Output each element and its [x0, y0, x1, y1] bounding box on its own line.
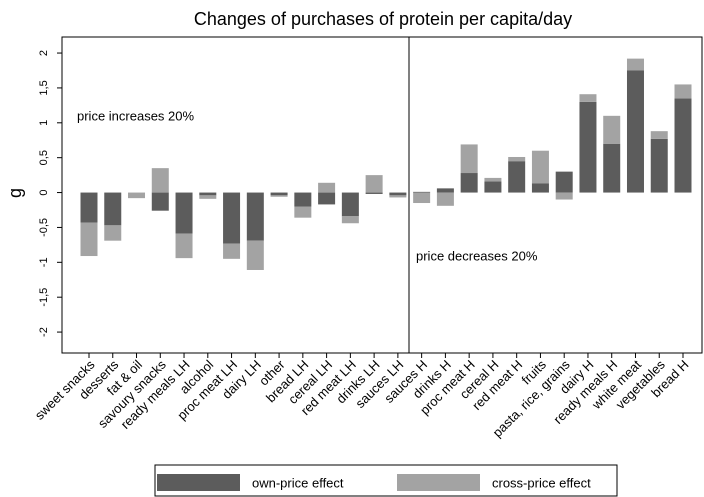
bar [460, 144, 478, 174]
bar [175, 233, 193, 259]
annotation: price increases 20% [77, 108, 194, 123]
bar [223, 243, 241, 259]
bar [80, 192, 98, 223]
bar [579, 101, 597, 193]
legend-swatch [157, 474, 240, 491]
bar [341, 216, 359, 224]
bar [151, 192, 169, 211]
bar [365, 175, 383, 193]
plot-frame [61, 36, 703, 354]
bar [389, 195, 407, 198]
bar [151, 168, 169, 193]
y-tick-label: -1,5 [38, 288, 50, 307]
bar [294, 206, 312, 218]
legend-box [154, 464, 618, 497]
legend-label: own-price effect [252, 475, 344, 490]
bar [365, 192, 383, 194]
bar [104, 225, 122, 241]
y-tick-label: 2 [38, 50, 50, 56]
y-axis-label: g [5, 188, 25, 198]
bar [270, 195, 288, 197]
y-tick-label: -0,5 [38, 218, 50, 237]
bar [413, 191, 431, 193]
bar [246, 240, 264, 270]
annotation: price decreases 20% [416, 248, 538, 263]
bar [484, 177, 502, 182]
bar [199, 192, 217, 196]
bar [531, 150, 549, 184]
bar [508, 161, 526, 193]
bar [460, 173, 478, 193]
bar [603, 115, 621, 144]
bar [318, 192, 336, 205]
legend-label: cross-price effect [492, 475, 591, 490]
bar [555, 192, 573, 200]
legend-swatch [397, 474, 480, 491]
bar [626, 70, 644, 193]
y-tick-label: -1 [38, 257, 50, 267]
bar [674, 84, 692, 99]
bar [650, 131, 668, 139]
chart-title: Changes of purchases of protein per capi… [194, 9, 572, 29]
bar [341, 192, 359, 217]
bar [223, 192, 241, 244]
bar [579, 94, 597, 102]
bar [436, 192, 454, 206]
bar [80, 222, 98, 257]
bar [603, 143, 621, 193]
bar [436, 188, 454, 193]
bar [650, 138, 668, 193]
bar [175, 192, 193, 234]
y-tick-label: 0 [38, 189, 50, 195]
bar [626, 58, 644, 71]
y-tick-label: 1,5 [38, 80, 50, 95]
y-tick-label: 0,5 [38, 150, 50, 165]
bar [199, 195, 217, 199]
bar [318, 182, 336, 193]
y-tick-label: -2 [38, 327, 50, 337]
bar [246, 192, 264, 241]
bar [508, 156, 526, 162]
bar [104, 192, 122, 226]
bar [294, 192, 312, 207]
bar [531, 183, 549, 193]
bar [389, 192, 407, 196]
bar [555, 171, 573, 193]
bar [128, 192, 146, 199]
bar [484, 181, 502, 193]
bar [270, 192, 288, 196]
y-tick-label: 1 [38, 120, 50, 126]
bar [674, 98, 692, 193]
bar [413, 192, 431, 204]
